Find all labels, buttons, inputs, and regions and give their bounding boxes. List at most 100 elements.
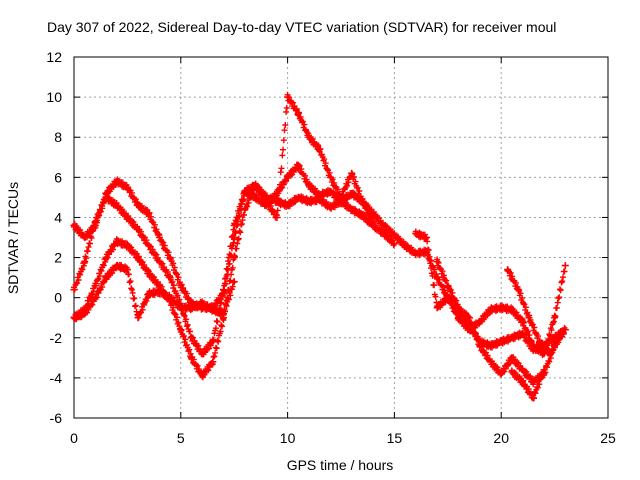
- data-point: [454, 306, 462, 314]
- y-tick-label: 0: [54, 290, 62, 306]
- data-point: [433, 274, 441, 282]
- y-tick-label: 6: [54, 169, 62, 185]
- data-point: [519, 330, 527, 338]
- data-point: [514, 286, 522, 294]
- data-point: [508, 354, 516, 362]
- data-point: [241, 205, 249, 213]
- data-point: [536, 338, 544, 346]
- series-track-2: [70, 161, 398, 358]
- data-point: [433, 258, 441, 266]
- data-point: [155, 258, 163, 266]
- y-tick-label: -2: [50, 330, 63, 346]
- data-point: [487, 342, 495, 350]
- data-point: [358, 197, 366, 205]
- data-point: [273, 213, 281, 221]
- data-point: [476, 342, 484, 350]
- data-point: [166, 254, 174, 262]
- data-point: [444, 294, 452, 302]
- chart-title: Day 307 of 2022, Sidereal Day-to-day VTE…: [47, 19, 556, 35]
- data-point: [177, 304, 185, 312]
- data-point: [487, 306, 495, 314]
- series-track-9: [508, 366, 548, 402]
- data-point: [348, 205, 356, 213]
- x-tick-label: 25: [600, 430, 616, 446]
- data-point: [294, 193, 302, 201]
- data-point: [504, 266, 512, 274]
- y-tick-label: 10: [46, 89, 62, 105]
- x-tick-label: 0: [70, 430, 78, 446]
- data-point: [145, 209, 153, 217]
- data-point: [220, 310, 228, 318]
- data-point: [81, 234, 89, 241]
- data-point: [497, 338, 505, 346]
- data-point: [187, 304, 195, 312]
- data-point: [316, 145, 324, 153]
- data-point: [209, 338, 217, 346]
- data-point: [348, 189, 356, 197]
- data-point: [134, 314, 142, 322]
- data-point: [519, 366, 527, 374]
- data-point: [284, 201, 292, 209]
- data-point: [546, 350, 554, 358]
- data-point: [230, 254, 238, 262]
- data-point: [412, 229, 420, 237]
- x-tick-label: 5: [177, 430, 185, 446]
- data-point: [508, 334, 516, 342]
- data-point: [284, 173, 292, 181]
- x-tick-label: 10: [280, 430, 296, 446]
- data-point: [81, 258, 89, 266]
- data-point: [198, 372, 206, 380]
- data-point: [91, 282, 99, 290]
- y-tick-label: 2: [54, 250, 62, 266]
- data-point: [369, 217, 377, 225]
- data-point: [529, 346, 537, 354]
- y-tick-label: 4: [54, 209, 62, 225]
- data-point: [348, 169, 356, 177]
- data-point: [326, 187, 334, 195]
- y-tick-label: -4: [50, 370, 63, 386]
- series-group: [70, 91, 569, 402]
- data-point: [113, 238, 121, 246]
- data-point: [529, 394, 537, 402]
- data-point: [326, 203, 334, 211]
- data-point: [540, 366, 548, 374]
- y-tick-label: 8: [54, 129, 62, 145]
- plot-frame: [73, 56, 609, 419]
- series-track-8: [504, 266, 565, 358]
- data-point: [241, 187, 249, 195]
- data-point: [497, 304, 505, 312]
- data-point: [262, 197, 270, 205]
- x-tick-label: 15: [387, 430, 403, 446]
- data-point: [91, 217, 99, 225]
- data-point: [145, 270, 153, 278]
- data-point: [134, 225, 142, 233]
- data-point: [497, 370, 505, 378]
- data-point: [134, 254, 142, 262]
- data-point: [177, 282, 185, 290]
- data-point: [358, 211, 366, 219]
- data-point: [326, 173, 334, 181]
- y-axis-label: SDTVAR / TECUs: [5, 182, 21, 294]
- data-point: [198, 350, 206, 358]
- data-point: [102, 254, 110, 262]
- data-point: [412, 250, 420, 258]
- data-point: [145, 290, 153, 298]
- data-point: [102, 193, 110, 201]
- data-point: [209, 306, 217, 314]
- data-point: [123, 213, 131, 221]
- data-point: [155, 234, 163, 241]
- data-point: [401, 242, 409, 250]
- data-point: [113, 201, 121, 209]
- data-point: [123, 266, 131, 274]
- data-point: [557, 330, 565, 338]
- data-point: [508, 368, 516, 376]
- data-point: [525, 314, 533, 322]
- data-point: [187, 334, 195, 342]
- data-point: [305, 197, 313, 205]
- data-point: [81, 310, 89, 318]
- data-point: [70, 314, 78, 322]
- data-point: [166, 294, 174, 302]
- data-point: [70, 286, 78, 294]
- data-point: [230, 221, 238, 229]
